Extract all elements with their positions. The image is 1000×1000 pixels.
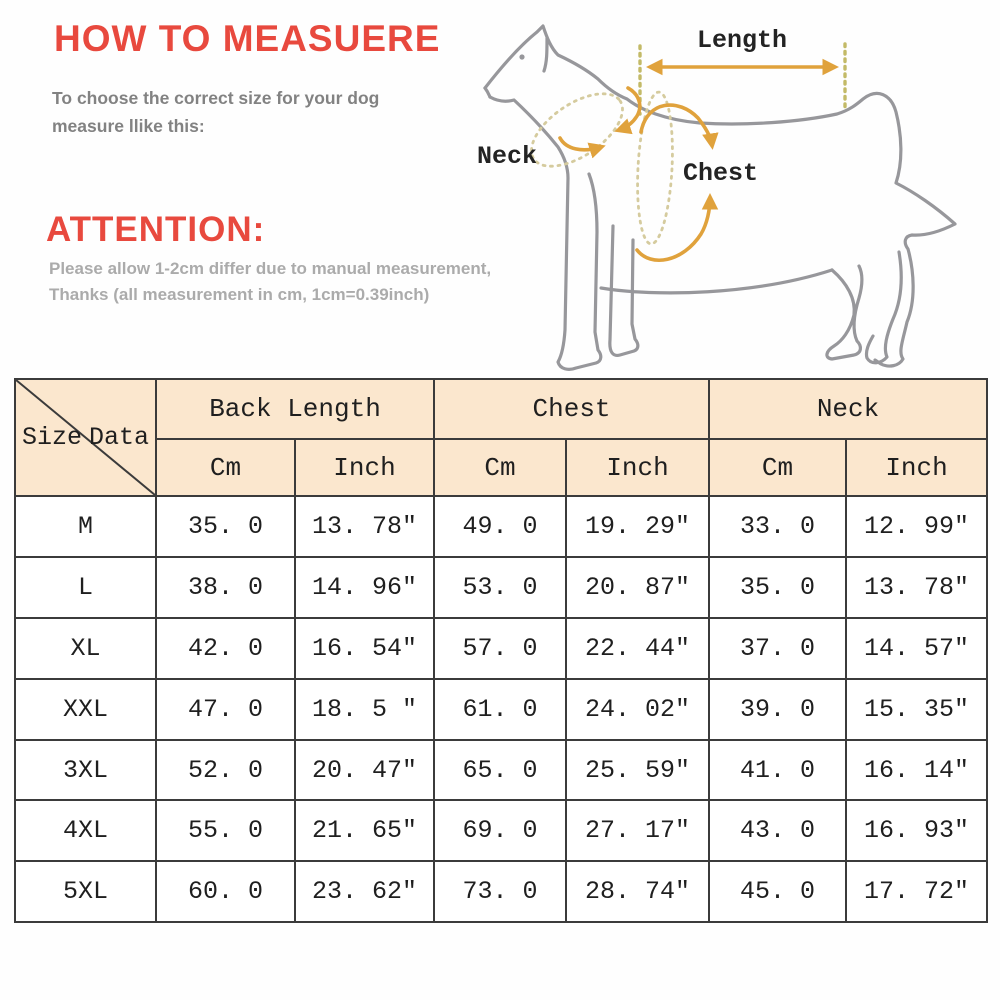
subheader-neck-cm: Cm — [708, 438, 848, 497]
attention-note: Please allow 1-2cm differ due to manual … — [49, 256, 519, 309]
subheader-chest-cm: Cm — [433, 438, 568, 497]
value-cell: 57. 0 — [433, 616, 568, 680]
size-cell: 5XL — [14, 860, 157, 924]
value-cell: 69. 0 — [433, 799, 568, 863]
neck-label: Neck — [477, 142, 537, 171]
value-cell: 73. 0 — [433, 860, 568, 924]
value-cell: 27. 17″ — [565, 799, 711, 863]
value-cell: 45. 0 — [708, 860, 848, 924]
size-cell: M — [14, 495, 157, 558]
size-cell: 3XL — [14, 738, 157, 802]
value-cell: 33. 0 — [708, 495, 848, 558]
table-row: XL 42. 0 16. 54″ 57. 0 22. 44″ 37. 0 14.… — [14, 616, 989, 680]
value-cell: 38. 0 — [155, 555, 296, 619]
table-row: 4XL 55. 0 21. 65″ 69. 0 27. 17″ 43. 0 16… — [14, 799, 989, 863]
subheader-back-cm: Cm — [155, 438, 296, 497]
value-cell: 60. 0 — [155, 860, 296, 924]
value-cell: 12. 99″ — [845, 495, 989, 558]
page-subtitle: To choose the correct size for your dog … — [52, 84, 452, 140]
value-cell: 21. 65″ — [293, 799, 436, 863]
corner-data-label: Data — [89, 423, 150, 452]
attention-line1: Please allow 1-2cm differ due to manual … — [49, 259, 492, 278]
value-cell: 16. 93″ — [845, 799, 989, 863]
value-cell: 37. 0 — [708, 616, 848, 680]
subtitle-line2: measure llike this: — [52, 116, 205, 136]
attention-line2: Thanks (all measurement in cm, 1cm=0.39i… — [49, 285, 430, 305]
subtitle-line1: To choose the correct size for your dog — [52, 88, 380, 108]
page-title: HOW TO MEASUERE — [54, 18, 441, 59]
subheader-neck-inch: Inch — [845, 438, 989, 497]
value-cell: 14. 57″ — [845, 616, 989, 680]
table-row: L 38. 0 14. 96″ 53. 0 20. 87″ 35. 0 13. … — [14, 555, 989, 619]
value-cell: 52. 0 — [155, 738, 296, 802]
corner-size-label: Size — [21, 423, 82, 452]
chest-arrow-top — [639, 103, 719, 150]
table-row: 3XL 52. 0 20. 47″ 65. 0 25. 59″ 41. 0 16… — [14, 738, 989, 802]
value-cell: 24. 02″ — [565, 677, 711, 741]
chest-girth-dotted — [636, 90, 674, 246]
value-cell: 65. 0 — [433, 738, 568, 802]
col-group-back-length: Back Length — [154, 378, 436, 440]
value-cell: 20. 47″ — [293, 738, 436, 802]
col-group-chest: Chest — [433, 378, 711, 440]
neck-arrow-hook — [614, 86, 642, 135]
value-cell: 18. 5 ″ — [293, 677, 436, 741]
value-cell: 16. 14″ — [845, 738, 989, 802]
dog-diagram-svg: Length Neck Chest — [477, 24, 957, 371]
value-cell: 41. 0 — [708, 738, 848, 802]
table-row: M 35. 0 13. 78″ 49. 0 19. 29″ 33. 0 12. … — [14, 495, 989, 558]
attention-title: ATTENTION: — [46, 210, 266, 249]
size-cell: XL — [14, 616, 157, 680]
chest-arrow-bottom — [635, 193, 719, 263]
value-cell: 14. 96″ — [293, 555, 436, 619]
value-cell: 47. 0 — [155, 677, 296, 741]
value-cell: 53. 0 — [433, 555, 568, 619]
value-cell: 20. 87″ — [565, 555, 711, 619]
length-label: Length — [697, 26, 787, 55]
table-row: 5XL 60. 0 23. 62″ 73. 0 28. 74″ 45. 0 17… — [14, 860, 989, 924]
size-cell: 4XL — [14, 799, 157, 863]
subheader-back-inch: Inch — [293, 438, 436, 497]
corner-diagonal-line — [16, 380, 155, 495]
value-cell: 13. 78″ — [845, 555, 989, 619]
value-cell: 42. 0 — [155, 616, 296, 680]
size-cell: L — [14, 555, 157, 619]
value-cell: 25. 59″ — [565, 738, 711, 802]
value-cell: 13. 78″ — [293, 495, 436, 558]
value-cell: 35. 0 — [155, 495, 296, 558]
dog-measurement-diagram: Length Neck Chest — [455, 0, 1000, 380]
value-cell: 61. 0 — [433, 677, 568, 741]
size-cell: XXL — [14, 677, 157, 741]
value-cell: 39. 0 — [708, 677, 848, 741]
size-table: Size Data Back Length Chest Neck Cm Inch… — [14, 378, 989, 924]
value-cell: 19. 29″ — [565, 495, 711, 558]
value-cell: 16. 54″ — [293, 616, 436, 680]
value-cell: 35. 0 — [708, 555, 848, 619]
value-cell: 49. 0 — [433, 495, 568, 558]
chest-label: Chest — [683, 159, 758, 188]
value-cell: 28. 74″ — [565, 860, 711, 924]
col-group-neck: Neck — [708, 378, 989, 440]
value-cell: 43. 0 — [708, 799, 848, 863]
value-cell: 22. 44″ — [565, 616, 711, 680]
value-cell: 17. 72″ — [845, 860, 989, 924]
subheader-chest-inch: Inch — [565, 438, 711, 497]
size-data-corner-cell: Size Data — [14, 378, 157, 497]
dog-outline-drawing — [483, 24, 957, 371]
neck-arrow-arc — [558, 136, 606, 159]
value-cell: 15. 35″ — [845, 677, 989, 741]
value-cell: 23. 62″ — [293, 860, 436, 924]
value-cell: 55. 0 — [155, 799, 296, 863]
table-row: XXL 47. 0 18. 5 ″ 61. 0 24. 02″ 39. 0 15… — [14, 677, 989, 741]
